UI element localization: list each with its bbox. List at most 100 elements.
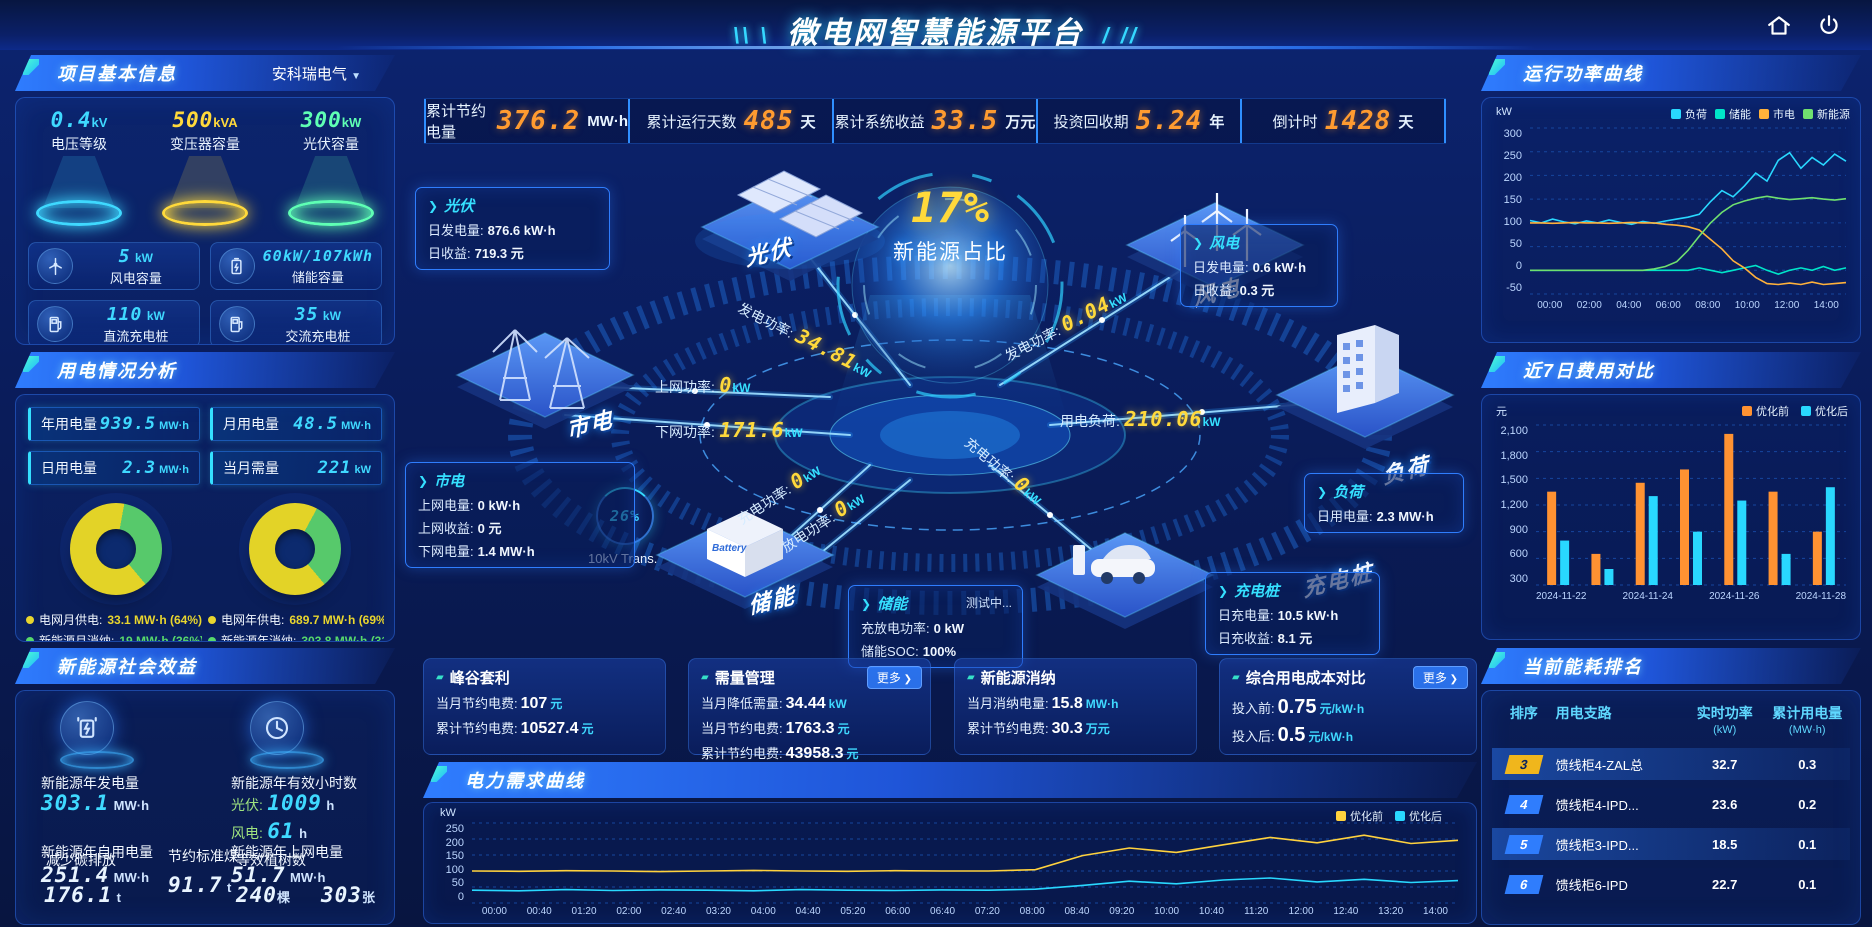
usage-label: 日用电量 (41, 460, 97, 476)
energy-battery-icon (60, 701, 114, 755)
kpi-unit: 万元 (1005, 113, 1036, 131)
cumulative-energy: 0.1 (1798, 836, 1817, 852)
rank-badge: 5 (1504, 834, 1544, 854)
card-row-value: 43958.3 (785, 745, 844, 762)
legend-item: 优化后 (1801, 403, 1848, 419)
card-title: 综合用电成本对比 (1232, 667, 1464, 688)
corner-flag-icon (431, 766, 447, 782)
carbon-value: 176.1 (44, 883, 113, 907)
platform-core (880, 411, 1020, 459)
rank-badge: 3 (1504, 754, 1544, 774)
sphere-arc-ring (836, 171, 1064, 399)
legend-item: 优化前 (1336, 808, 1383, 824)
company-selector[interactable]: 安科瑞电气 ▼ (272, 63, 361, 84)
self-use-unit: MW·h (113, 870, 150, 885)
demand-chart-frame: kW 优化前 优化后 250 200 150 100 50 0 00:00 00:40 01:2… (423, 802, 1477, 924)
panel-title: 近7日费用对比 (1523, 361, 1656, 381)
kpi-stats-bar: 累计节约电量 376.2 MW·h 累计运行天数 485 天 累计系统收益 33… (424, 98, 1446, 144)
storage-status-badge: 测试中... (965, 596, 1012, 610)
table-row[interactable]: 6 馈线柜6-IPD 22.7 0.1 (1492, 868, 1850, 900)
more-button[interactable]: 更多 (866, 666, 922, 689)
cost-chart-frame: 元 优化前 优化后 2,100 1,800 1,500 1,200 900 600 300 2… (1481, 394, 1861, 640)
pedestal-label: 变压器容量 (170, 136, 240, 152)
table-row[interactable]: 3 馈线柜4-ZAL总 32.7 0.3 (1492, 748, 1850, 780)
row-label: 日收益: (1193, 283, 1236, 298)
chevron-down-icon: ▼ (351, 70, 361, 82)
card-row-unit: kW (828, 697, 847, 711)
legend-value: 19 MW·h (36%) (119, 633, 202, 642)
col-header: 用电支路 (1555, 705, 1612, 721)
flow-grid-down: 下网功率: 171.6kW (655, 418, 803, 442)
table-row[interactable]: 5 馈线柜3-IPD... 18.5 0.1 (1492, 828, 1850, 860)
load-info-box: 负荷 日用电量:2.3 MW·h (1304, 473, 1464, 533)
generation-icon-pedestal (60, 701, 134, 769)
card-row-value: 0.5 (1277, 724, 1306, 746)
carbon-label: 减少碳排放 (46, 852, 116, 868)
node-storage[interactable]: Battery (655, 511, 835, 609)
kpi-value: 376.2 (496, 106, 581, 136)
capacity-value: 60kW/107kWh (262, 246, 373, 265)
annual-generation-label: 新能源年发电量 (41, 775, 139, 791)
platform-inner (829, 394, 1071, 476)
home-button[interactable] (1764, 13, 1794, 39)
diagram-scene: Battery (455, 170, 1455, 629)
card-row-value: 0.75 (1277, 696, 1317, 718)
coal-value: 91.7 (168, 873, 223, 897)
realtime-power: 23.6 (1712, 796, 1738, 812)
pedestal-unit: kVA (213, 115, 238, 130)
col-header-unit: (MW·h) (1788, 724, 1826, 736)
capacity-grid: 5 kW 风电容量 60kW/107kWh 储能容量 110 kW 直流充电桩 35 … (16, 236, 394, 344)
x-axis-ticks: 00:00 00:40 01:20 02:00 02:40 03:20 04:00 04:40… (481, 906, 1448, 917)
battery-icon (218, 248, 255, 284)
col-header: 排序 (1509, 705, 1538, 721)
legend-item: 储能 (1715, 106, 1751, 122)
charger-box-title: 充电桩 (1218, 580, 1367, 601)
kpi-unit: 天 (800, 113, 816, 131)
svg-text:Battery: Battery (712, 543, 747, 554)
panel-header: 近7日费用对比 (1481, 352, 1861, 388)
y-axis-ticks: 250 200 150 100 50 0 (445, 823, 464, 903)
cost-chart-legend: 优化前 优化后 (1742, 403, 1848, 419)
sphere-inner-ring (863, 198, 1037, 372)
card-row-unit: 元/kW·h (1308, 730, 1354, 744)
power-button[interactable] (1814, 13, 1844, 39)
legend-label: 电网年供电: (221, 613, 285, 627)
legend-item: 新能源 (1803, 106, 1850, 122)
more-button[interactable]: 更多 (1412, 666, 1468, 689)
kpi-stat: 投资回收期 5.24 年 (1036, 99, 1240, 143)
wind-info-box: 风电 日发电量:0.6 kW·h 日收益:0.3 元 (1180, 224, 1338, 307)
node-load[interactable] (1275, 325, 1455, 449)
node-grid[interactable] (455, 329, 635, 429)
node-charger[interactable] (1035, 532, 1215, 629)
wind-hours-value: 61 (267, 819, 295, 843)
kpi-stat: 累计系统收益 33.5 万元 (832, 99, 1036, 143)
capacity-card-ac-charger: 35 kW 交流充电桩 (209, 300, 382, 344)
charger-post-icon (1073, 545, 1085, 575)
pv-box-title: 光伏 (428, 195, 597, 216)
card-row-unit: 元 (581, 722, 594, 736)
title-deco-left: \\ \ (733, 23, 770, 48)
row-label: 日充收益: (1218, 631, 1274, 646)
ev-car-icon (1073, 545, 1155, 584)
node-pv[interactable] (695, 170, 885, 281)
card-row-value: 30.3 (1051, 720, 1083, 737)
kpi-value: 1428 (1324, 106, 1392, 136)
panel-header: 项目基本信息 安科瑞电气 ▼ (15, 55, 395, 91)
cumulative-energy: 0.1 (1798, 876, 1817, 892)
realtime-power: 22.7 (1712, 876, 1738, 892)
capacity-unit: kW (134, 250, 153, 265)
usage-value: 2.3 (122, 458, 157, 478)
legend-item: 优化前 (1742, 403, 1789, 419)
clock-icon (250, 701, 304, 755)
row-value: 2.3 MW·h (1376, 509, 1434, 524)
capacity-label: 风电容量 (109, 270, 162, 286)
card-row-label: 累计节约电费: (701, 746, 783, 761)
row-value: 8.1 元 (1277, 631, 1313, 646)
kpi-label: 累计节约电量 (426, 103, 487, 141)
branch-name: 馈线柜3-IPD... (1555, 837, 1639, 853)
corner-flag-icon (1489, 652, 1505, 668)
glow-base (250, 751, 324, 769)
y-axis-ticks: 300 250 200 150 100 50 0 -50 (1503, 128, 1522, 294)
table-row[interactable]: 4 馈线柜4-IPD... 23.6 0.2 (1492, 788, 1850, 820)
card-row-value: 107 (520, 695, 548, 712)
